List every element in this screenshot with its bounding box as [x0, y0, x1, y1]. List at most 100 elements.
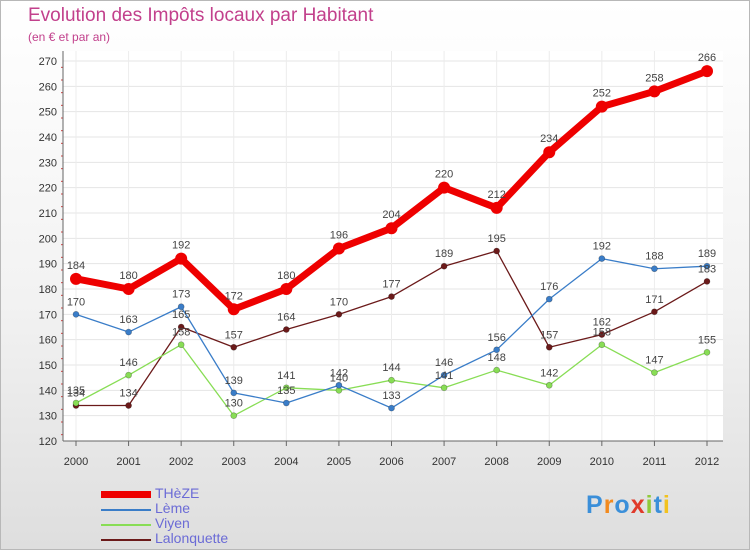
data-point-thze — [490, 201, 503, 214]
data-point-thze — [227, 303, 240, 316]
chart-subtitle: (en € et par an) — [28, 30, 111, 44]
data-label-thze: 220 — [435, 169, 453, 181]
legend-label-theze: THèZE — [155, 485, 200, 501]
data-point-lme — [545, 295, 553, 303]
x-tick-label-2012: 2012 — [695, 456, 719, 468]
data-point-lalonquette — [230, 343, 238, 351]
data-label-viyen: 140 — [330, 372, 348, 384]
y-tick-label-260: 260 — [39, 81, 57, 93]
data-label-thze: 234 — [540, 133, 558, 145]
data-point-thze — [701, 65, 713, 78]
x-tick-label-2007: 2007 — [432, 456, 456, 468]
legend-label-lalonquette: Lalonquette — [155, 530, 229, 546]
data-label-thze: 180 — [277, 270, 295, 282]
data-label-lme: 156 — [487, 332, 505, 344]
data-point-viyen — [72, 399, 80, 407]
data-label-lalonquette: 195 — [487, 233, 505, 245]
data-label-lalonquette: 183 — [698, 263, 716, 275]
y-tick-label-190: 190 — [39, 259, 57, 271]
data-label-viyen: 130 — [225, 398, 243, 410]
data-point-lme — [72, 311, 80, 318]
data-point-thze — [543, 146, 556, 159]
data-label-viyen: 144 — [382, 362, 400, 374]
proxiti-logo: Proxiti — [586, 491, 671, 519]
data-label-lme: 163 — [119, 314, 137, 326]
data-label-thze: 196 — [330, 229, 348, 241]
data-point-lalonquette — [177, 323, 185, 331]
data-point-lme — [388, 404, 395, 412]
data-point-lalonquette — [125, 402, 132, 409]
data-point-lme — [440, 371, 448, 379]
data-point-lalonquette — [440, 262, 448, 270]
data-point-lme — [177, 303, 185, 311]
data-label-viyen: 146 — [119, 357, 137, 369]
data-point-lalonquette — [388, 293, 395, 300]
data-label-lalonquette: 134 — [119, 388, 137, 400]
data-label-lme: 189 — [698, 248, 716, 260]
data-label-thze: 180 — [119, 270, 137, 282]
x-tick-label-2008: 2008 — [484, 456, 508, 468]
data-point-lme — [230, 389, 238, 397]
data-point-lalonquette — [651, 308, 658, 316]
y-tick-label-210: 210 — [39, 208, 57, 220]
legend-label-leme: Lème — [155, 500, 191, 516]
data-label-lme: 170 — [67, 296, 85, 308]
data-point-lalonquette — [283, 326, 290, 333]
data-label-lme: 146 — [435, 357, 453, 369]
y-tick-label-180: 180 — [39, 284, 57, 296]
plot-area — [63, 51, 723, 441]
y-tick-label-140: 140 — [39, 385, 57, 397]
data-point-thze — [332, 242, 345, 255]
x-tick-label-2005: 2005 — [327, 456, 351, 468]
data-label-viyen: 155 — [698, 334, 716, 346]
data-label-viyen: 158 — [172, 327, 190, 339]
chart-title: Evolution des Impôts locaux par Habitant — [28, 5, 374, 26]
data-point-lme — [125, 328, 132, 336]
x-tick-label-2002: 2002 — [169, 456, 193, 468]
data-label-thze: 204 — [382, 209, 400, 221]
data-point-lme — [598, 255, 606, 262]
data-label-viyen: 148 — [487, 352, 505, 364]
data-point-viyen — [125, 371, 132, 379]
data-point-lme — [651, 265, 658, 273]
x-tick-label-2011: 2011 — [643, 456, 667, 468]
legend-swatch-theze — [101, 491, 151, 498]
data-point-thze — [648, 85, 661, 98]
legend-swatch-leme — [101, 509, 151, 511]
data-label-thze: 266 — [698, 52, 716, 64]
data-point-lalonquette — [703, 278, 711, 285]
data-point-lme — [703, 262, 711, 270]
legend-swatch-viyen — [101, 524, 151, 526]
y-tick-label-170: 170 — [39, 309, 57, 321]
data-point-viyen — [598, 341, 606, 349]
legend-swatch-lalonquette — [101, 539, 151, 541]
data-label-lme: 135 — [277, 385, 295, 397]
data-point-viyen — [230, 412, 238, 419]
data-point-thze — [595, 100, 608, 113]
x-tick-label-2006: 2006 — [379, 456, 403, 468]
data-point-viyen — [177, 341, 185, 349]
y-tick-label-150: 150 — [39, 360, 57, 372]
y-tick-label-250: 250 — [39, 107, 57, 119]
data-point-thze — [122, 283, 135, 295]
data-label-lme: 173 — [172, 289, 190, 301]
x-tick-label-2000: 2000 — [64, 456, 88, 468]
x-tick-label-2003: 2003 — [222, 456, 246, 468]
data-label-lalonquette: 157 — [225, 329, 243, 341]
y-tick-label-270: 270 — [39, 56, 57, 68]
x-tick-label-2004: 2004 — [274, 456, 298, 468]
data-point-viyen — [283, 384, 290, 392]
data-label-lalonquette: 157 — [540, 329, 558, 341]
data-label-thze: 252 — [593, 88, 611, 100]
data-point-viyen — [440, 384, 448, 392]
data-label-lme: 139 — [225, 375, 243, 387]
data-label-viyen: 135 — [67, 385, 85, 397]
data-label-lalonquette: 189 — [435, 248, 453, 260]
data-label-viyen: 141 — [277, 370, 295, 382]
data-point-lme — [335, 381, 343, 389]
data-point-viyen — [388, 376, 395, 384]
data-label-thze: 192 — [172, 240, 190, 252]
data-point-lalonquette — [335, 311, 343, 318]
y-tick-label-120: 120 — [39, 436, 57, 448]
